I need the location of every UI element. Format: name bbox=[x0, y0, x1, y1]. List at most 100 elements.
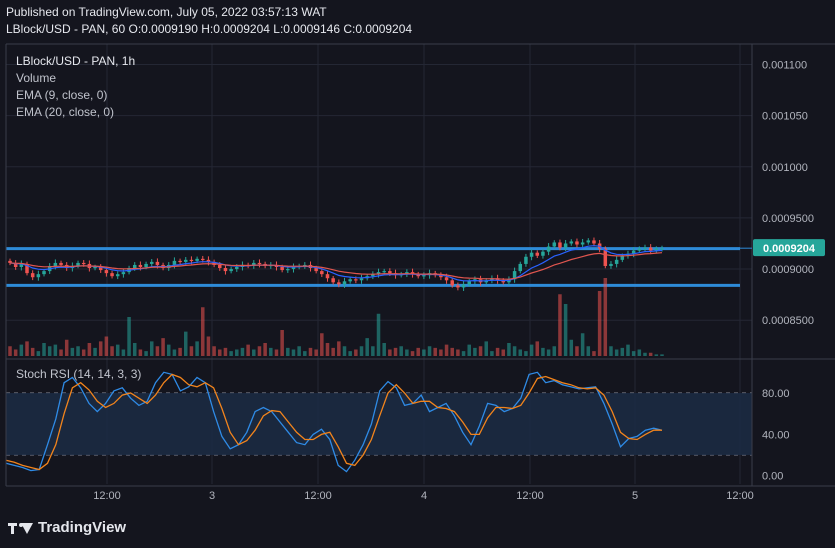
legend-ema9: EMA (9, close, 0) bbox=[16, 88, 108, 102]
candle bbox=[558, 239, 562, 251]
candle-body bbox=[42, 271, 46, 275]
candle-body bbox=[121, 272, 126, 275]
candle-body bbox=[93, 267, 97, 269]
candle-body bbox=[382, 271, 386, 273]
volume-bar bbox=[467, 344, 471, 356]
candle-body bbox=[19, 263, 24, 268]
candle bbox=[648, 244, 653, 255]
legend-ema20: EMA (20, close, 0) bbox=[16, 105, 115, 119]
candle-body bbox=[218, 264, 222, 269]
volume-bar bbox=[518, 349, 523, 356]
candle-body bbox=[422, 275, 426, 277]
price-tick-label: 0.0009000 bbox=[762, 264, 814, 276]
time-tick-label: 3 bbox=[209, 490, 215, 502]
volume-bar bbox=[189, 346, 194, 356]
stoch-rsi-lines bbox=[5, 371, 663, 473]
volume-bar bbox=[427, 346, 432, 356]
candle bbox=[36, 270, 41, 281]
volume-bar bbox=[603, 278, 608, 356]
time-tick-label: 12:00 bbox=[304, 490, 332, 502]
candle-body bbox=[59, 262, 63, 265]
candle bbox=[257, 259, 262, 268]
candle bbox=[614, 256, 619, 268]
tradingview-logo[interactable]: TradingView bbox=[8, 519, 126, 536]
candle bbox=[518, 261, 523, 274]
volume-bar bbox=[87, 343, 92, 356]
volume-bar bbox=[620, 347, 625, 356]
candle-body bbox=[252, 262, 256, 266]
volume-bar bbox=[59, 349, 63, 356]
volume-bar bbox=[166, 344, 171, 356]
horizontal-levels bbox=[6, 247, 740, 287]
candle bbox=[331, 276, 335, 285]
volume-bar bbox=[144, 351, 148, 356]
candle-body bbox=[654, 248, 659, 251]
volume-bar bbox=[354, 349, 358, 356]
time-tick-label: 12:00 bbox=[516, 490, 544, 502]
candle bbox=[643, 244, 647, 252]
volume-bar bbox=[115, 344, 120, 356]
volume-bar bbox=[388, 349, 392, 356]
volume-bar bbox=[70, 347, 75, 356]
candle-body bbox=[36, 274, 41, 278]
candle-body bbox=[614, 259, 619, 264]
axes: 0.001100 0.001050 0.001000 0.0009500 0.00090… bbox=[5, 43, 835, 502]
stoch-rsi-band bbox=[6, 393, 752, 456]
volume-bar bbox=[648, 352, 653, 356]
volume-bar bbox=[637, 349, 642, 356]
current-price-label: 0.0009204 bbox=[763, 243, 816, 255]
candle-body bbox=[76, 262, 80, 266]
volume-bar bbox=[342, 346, 347, 356]
candle-body bbox=[501, 280, 506, 283]
candle bbox=[13, 260, 18, 270]
candle bbox=[19, 260, 24, 271]
candle-body bbox=[456, 285, 460, 288]
published-line: Published on TradingView.com, July 05, 2… bbox=[6, 5, 327, 19]
volume-bar bbox=[416, 347, 420, 356]
ema9-line bbox=[9, 245, 663, 282]
candle-body bbox=[30, 273, 35, 278]
volume-bar bbox=[376, 313, 381, 356]
volume-bar bbox=[47, 346, 52, 356]
time-tick-label: 4 bbox=[421, 490, 427, 502]
volume-bar bbox=[501, 349, 506, 356]
candle bbox=[223, 264, 228, 275]
volume-bar bbox=[280, 330, 284, 356]
volume-bar bbox=[337, 341, 341, 356]
stoch-rsi-tick-label: 40.00 bbox=[762, 429, 790, 441]
candle-body bbox=[183, 259, 188, 262]
candle-body bbox=[81, 262, 86, 265]
candle-body bbox=[439, 275, 443, 278]
volume-bar bbox=[291, 349, 296, 356]
volume-bar bbox=[93, 347, 97, 356]
candle-body bbox=[348, 279, 352, 282]
volume-bar bbox=[348, 351, 352, 356]
volume-bar bbox=[286, 347, 290, 356]
candle bbox=[575, 238, 579, 248]
volume-bar bbox=[195, 341, 199, 356]
candle bbox=[512, 267, 517, 283]
candle-body bbox=[149, 261, 154, 264]
candle bbox=[592, 237, 596, 247]
volume-bar bbox=[53, 344, 58, 356]
candle bbox=[8, 258, 12, 266]
candle bbox=[637, 246, 642, 253]
volume-bar bbox=[138, 349, 143, 356]
candle-body bbox=[195, 258, 199, 261]
candle-body bbox=[371, 274, 375, 277]
candle-body bbox=[229, 269, 233, 272]
legend-volume: Volume bbox=[16, 71, 57, 85]
candle-body bbox=[115, 274, 120, 277]
stoch-rsi-tick-label: 0.00 bbox=[762, 471, 783, 483]
volume-bar bbox=[399, 346, 403, 356]
volume-bar bbox=[183, 331, 188, 356]
candle-body bbox=[337, 282, 341, 285]
candle-body bbox=[25, 263, 29, 274]
volume-bar bbox=[371, 346, 375, 356]
volume-bar bbox=[161, 338, 165, 356]
stoch-rsi-k-line bbox=[5, 371, 663, 473]
candle-body bbox=[132, 264, 137, 269]
candle-body bbox=[586, 240, 591, 243]
volume-bar bbox=[450, 347, 454, 356]
